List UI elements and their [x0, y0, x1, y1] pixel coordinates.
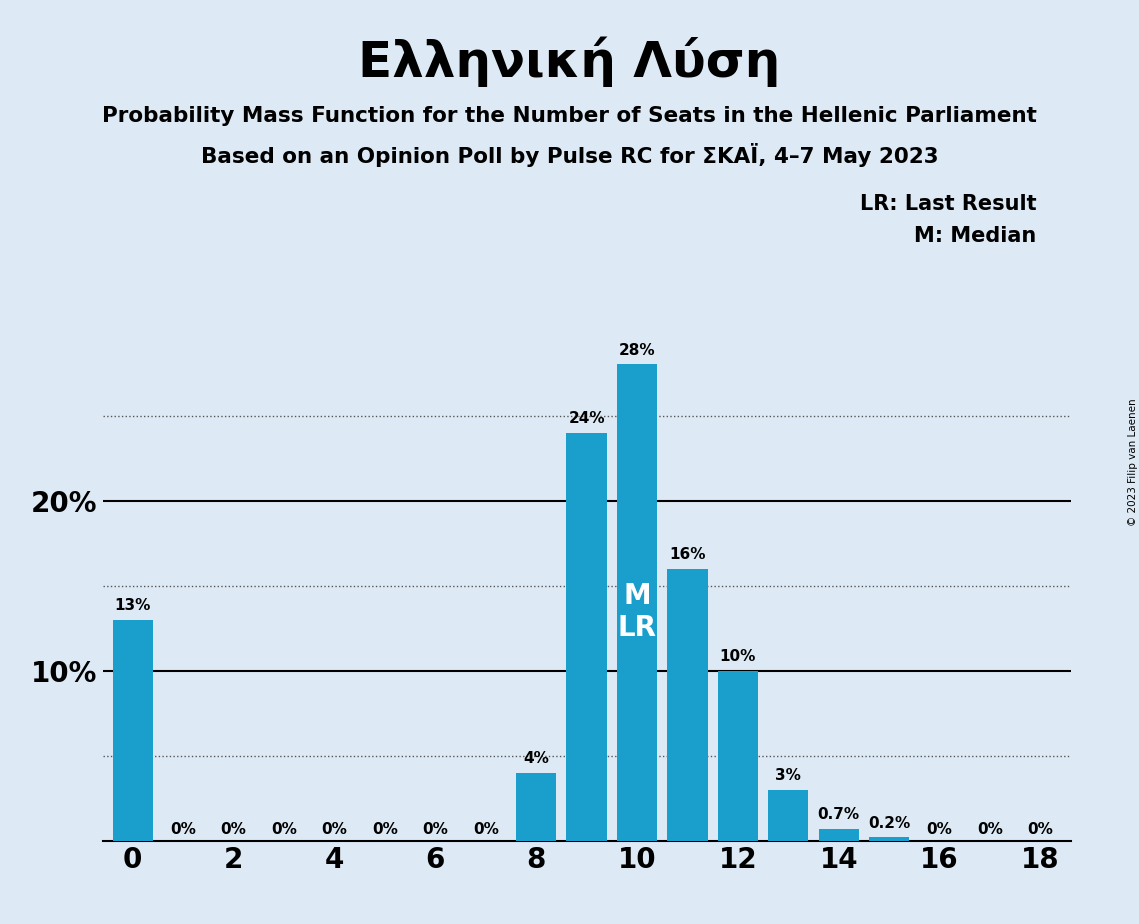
Text: 0%: 0% — [423, 822, 449, 837]
Text: 0%: 0% — [1027, 822, 1054, 837]
Bar — [516, 772, 556, 841]
Text: 0.7%: 0.7% — [818, 808, 860, 822]
Text: 16%: 16% — [670, 547, 706, 562]
Bar — [667, 568, 707, 841]
Text: 0%: 0% — [321, 822, 347, 837]
Text: © 2023 Filip van Laenen: © 2023 Filip van Laenen — [1129, 398, 1138, 526]
Text: 0%: 0% — [927, 822, 952, 837]
Text: 0%: 0% — [271, 822, 297, 837]
Text: 13%: 13% — [115, 598, 151, 613]
Text: 24%: 24% — [568, 410, 605, 426]
Bar — [617, 364, 657, 841]
Text: M
LR: M LR — [617, 582, 656, 642]
Text: Based on an Opinion Poll by Pulse RC for ΣΚΑΪ, 4–7 May 2023: Based on an Opinion Poll by Pulse RC for… — [200, 143, 939, 167]
Text: 0%: 0% — [977, 822, 1003, 837]
Text: 10%: 10% — [720, 649, 756, 664]
Text: LR: Last Result: LR: Last Result — [860, 194, 1036, 214]
Text: 0.2%: 0.2% — [868, 816, 910, 831]
Text: Ελληνική Λύση: Ελληνική Λύση — [359, 37, 780, 88]
Text: 3%: 3% — [776, 768, 801, 783]
Bar — [768, 790, 809, 841]
Text: M: Median: M: Median — [915, 226, 1036, 247]
Text: 0%: 0% — [170, 822, 196, 837]
Text: Probability Mass Function for the Number of Seats in the Hellenic Parliament: Probability Mass Function for the Number… — [103, 106, 1036, 127]
Text: 0%: 0% — [221, 822, 246, 837]
Text: 28%: 28% — [618, 343, 655, 358]
Text: 0%: 0% — [372, 822, 398, 837]
Text: 0%: 0% — [473, 822, 499, 837]
Bar — [718, 671, 759, 841]
Text: 4%: 4% — [523, 751, 549, 766]
Bar — [819, 829, 859, 841]
Bar — [566, 432, 607, 841]
Bar — [113, 620, 153, 841]
Bar — [869, 837, 909, 841]
